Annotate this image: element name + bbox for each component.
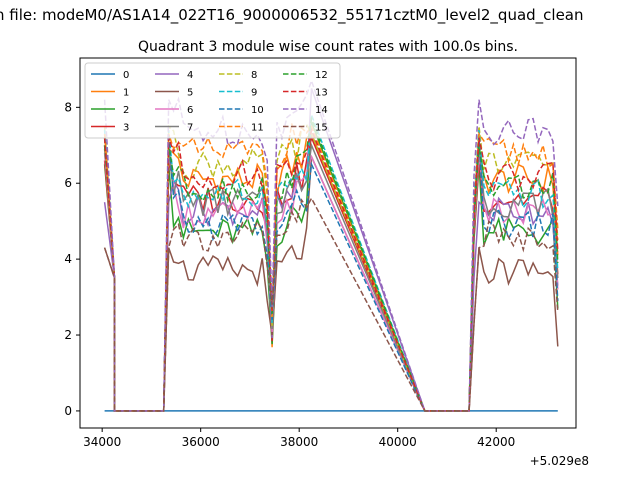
x-tick-label: 36000 <box>182 435 220 449</box>
series-line-4 <box>103 88 559 412</box>
y-tick-label: 4 <box>64 252 72 266</box>
legend-box <box>84 62 341 139</box>
x-tick-label: 34000 <box>83 435 121 449</box>
legend-label-5: 5 <box>187 88 193 99</box>
legend-label-12: 12 <box>315 70 328 81</box>
series-line-11 <box>103 123 559 412</box>
series-line-10 <box>103 137 559 412</box>
legend-label-1: 1 <box>123 88 129 99</box>
legend-label-6: 6 <box>187 105 193 116</box>
legend-label-3: 3 <box>123 123 129 134</box>
plot-frame <box>79 57 577 429</box>
legend-label-0: 0 <box>123 70 129 81</box>
series-line-12 <box>103 115 559 412</box>
x-tick-label: 40000 <box>379 435 417 449</box>
legend-label-13: 13 <box>315 88 328 99</box>
y-tick-label: 6 <box>64 176 72 190</box>
legend-label-15: 15 <box>315 123 328 134</box>
legend-label-4: 4 <box>187 70 193 81</box>
series-line-15 <box>103 196 559 412</box>
y-tick-label: 8 <box>64 100 72 114</box>
series-line-5 <box>103 156 559 412</box>
legend-label-8: 8 <box>251 70 257 81</box>
y-axis: 0 2 4 6 8 <box>64 100 80 418</box>
y-tick-label: 2 <box>64 328 72 342</box>
x-axis: 34000 36000 38000 40000 42000 <box>83 428 515 449</box>
legend-label-11: 11 <box>251 123 264 134</box>
chart-title: Quadrant 3 module wise count rates with … <box>138 39 518 55</box>
legend-label-7: 7 <box>187 123 193 134</box>
legend-label-10: 10 <box>251 105 264 116</box>
x-offset-label: +5.029e8 <box>530 454 589 468</box>
figure-suptitle: n file: modeM0/AS1A14_022T16_9000006532_… <box>0 6 584 25</box>
series-line-13 <box>103 127 559 412</box>
y-tick-label: 0 <box>64 404 72 418</box>
legend-label-2: 2 <box>123 105 129 116</box>
legend-label-14: 14 <box>315 105 328 116</box>
series-layer <box>103 78 559 412</box>
x-tick-label: 42000 <box>477 435 515 449</box>
legend-label-9: 9 <box>251 88 257 99</box>
x-tick-label: 38000 <box>280 435 318 449</box>
